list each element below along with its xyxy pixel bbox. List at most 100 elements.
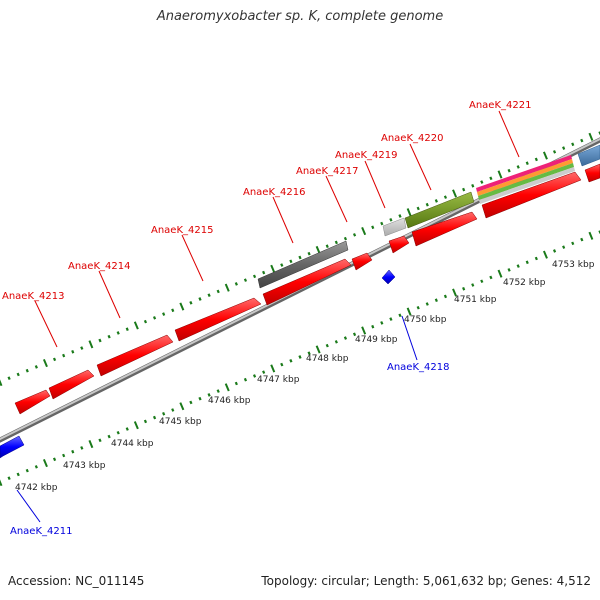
scale-label: 4742 kbp — [15, 483, 58, 493]
tick-major — [42, 459, 48, 468]
tick-minor — [198, 297, 202, 301]
tick-major — [588, 231, 594, 240]
tick-minor — [216, 289, 220, 294]
gene-label-forward: AnaeK_4217 — [296, 166, 358, 177]
tick-minor — [507, 268, 511, 272]
scale-label: 4750 kbp — [404, 315, 447, 325]
tick-minor — [334, 240, 338, 245]
tick-minor — [289, 259, 293, 264]
tick-minor — [280, 362, 284, 367]
tick-minor — [25, 468, 29, 473]
tick-minor — [16, 372, 20, 377]
tick-major — [452, 189, 458, 198]
gene-label-forward: AnaeK_4215 — [151, 225, 213, 236]
scale-label: 4747 kbp — [257, 375, 300, 385]
tick-minor — [480, 180, 484, 184]
scale-label: 4748 kbp — [306, 354, 349, 364]
tick-major — [133, 421, 139, 430]
gene-labels: AnaeK_4213 AnaeK_4214 AnaeK_4215 AnaeK_4… — [2, 100, 531, 537]
tick-minor — [325, 343, 329, 348]
tick-minor — [580, 237, 584, 242]
tick-minor — [234, 381, 238, 386]
tick-major — [452, 288, 458, 297]
feature-olive — [404, 191, 475, 229]
tick-minor — [380, 321, 384, 325]
gene-arrow-forward — [481, 171, 582, 219]
tick-minor — [80, 346, 84, 350]
tick-minor — [289, 358, 293, 363]
tick-minor — [489, 176, 493, 181]
scale-label: 4744 kbp — [111, 439, 154, 449]
tick-minor — [243, 377, 248, 382]
tick-minor — [307, 351, 311, 356]
tick-minor — [16, 472, 20, 477]
tick-minor — [343, 336, 348, 340]
tick-minor — [171, 308, 175, 313]
tick-minor — [143, 419, 148, 424]
feature-lightgray-strip — [479, 167, 575, 204]
tick-minor — [389, 317, 393, 321]
tick-minor — [298, 255, 302, 260]
feature-green — [478, 163, 574, 200]
tick-minor — [371, 324, 375, 329]
gene-arrow-forward — [96, 334, 174, 377]
tick-minor — [389, 217, 393, 222]
feature-steelblue — [577, 144, 600, 167]
gene-arrow-reverse — [381, 269, 396, 285]
tick-minor — [434, 199, 438, 203]
tick-minor — [98, 338, 102, 343]
scale-label: 4753 kbp — [552, 260, 595, 270]
gene-arrow-reverse — [0, 435, 25, 459]
tick-minor — [116, 331, 120, 335]
gene-label-reverse: AnaeK_4218 — [387, 362, 449, 373]
scale-label: 4743 kbp — [63, 461, 106, 471]
tick-major — [224, 383, 230, 392]
tick-minor — [534, 157, 538, 162]
tick-minor — [234, 282, 238, 286]
tick-minor — [243, 278, 248, 282]
tick-major — [542, 151, 548, 160]
tick-major — [270, 264, 276, 273]
tick-minor — [516, 264, 520, 268]
tick-major — [179, 402, 185, 411]
tick-minor — [471, 283, 475, 287]
tick-minor — [434, 298, 438, 303]
tick-minor — [562, 146, 566, 150]
scale-labels: 4742 kbp 4743 kbp 4744 kbp 4745 kbp 4746… — [15, 260, 595, 493]
tick-minor — [262, 270, 266, 275]
tick-minor — [80, 446, 84, 450]
gene-label-forward: AnaeK_4213 — [2, 291, 64, 302]
tick-minor — [562, 245, 566, 249]
reverse-genes — [0, 269, 396, 459]
tick-minor — [107, 434, 111, 439]
tick-minor — [398, 313, 402, 318]
tick-minor — [571, 142, 575, 147]
tick-major — [224, 283, 230, 292]
tick-minor — [152, 316, 157, 320]
tick-minor — [298, 355, 302, 359]
gene-arrow-forward — [388, 235, 410, 254]
scale-label: 4751 kbp — [454, 295, 497, 305]
tick-minor — [216, 389, 220, 393]
tick-minor — [25, 368, 29, 373]
tick-major — [88, 440, 94, 449]
tick-minor — [398, 214, 402, 218]
tick-minor — [343, 236, 348, 241]
scale-label: 4746 kbp — [208, 396, 251, 406]
feature-magenta — [476, 155, 572, 192]
tick-major — [497, 269, 503, 278]
tick-minor — [552, 249, 557, 253]
tick-minor — [371, 225, 375, 230]
tick-major — [406, 208, 412, 217]
tick-minor — [189, 300, 193, 305]
tick-minor — [325, 244, 329, 249]
label-leaders — [16, 110, 520, 523]
tick-minor — [462, 187, 466, 192]
tick-major — [588, 132, 594, 141]
tick-major — [542, 250, 548, 259]
tick-track-inner — [0, 230, 600, 487]
accession-text: Accession: NC_011145 — [8, 574, 145, 588]
tick-minor — [580, 138, 584, 143]
tick-minor — [189, 400, 193, 405]
